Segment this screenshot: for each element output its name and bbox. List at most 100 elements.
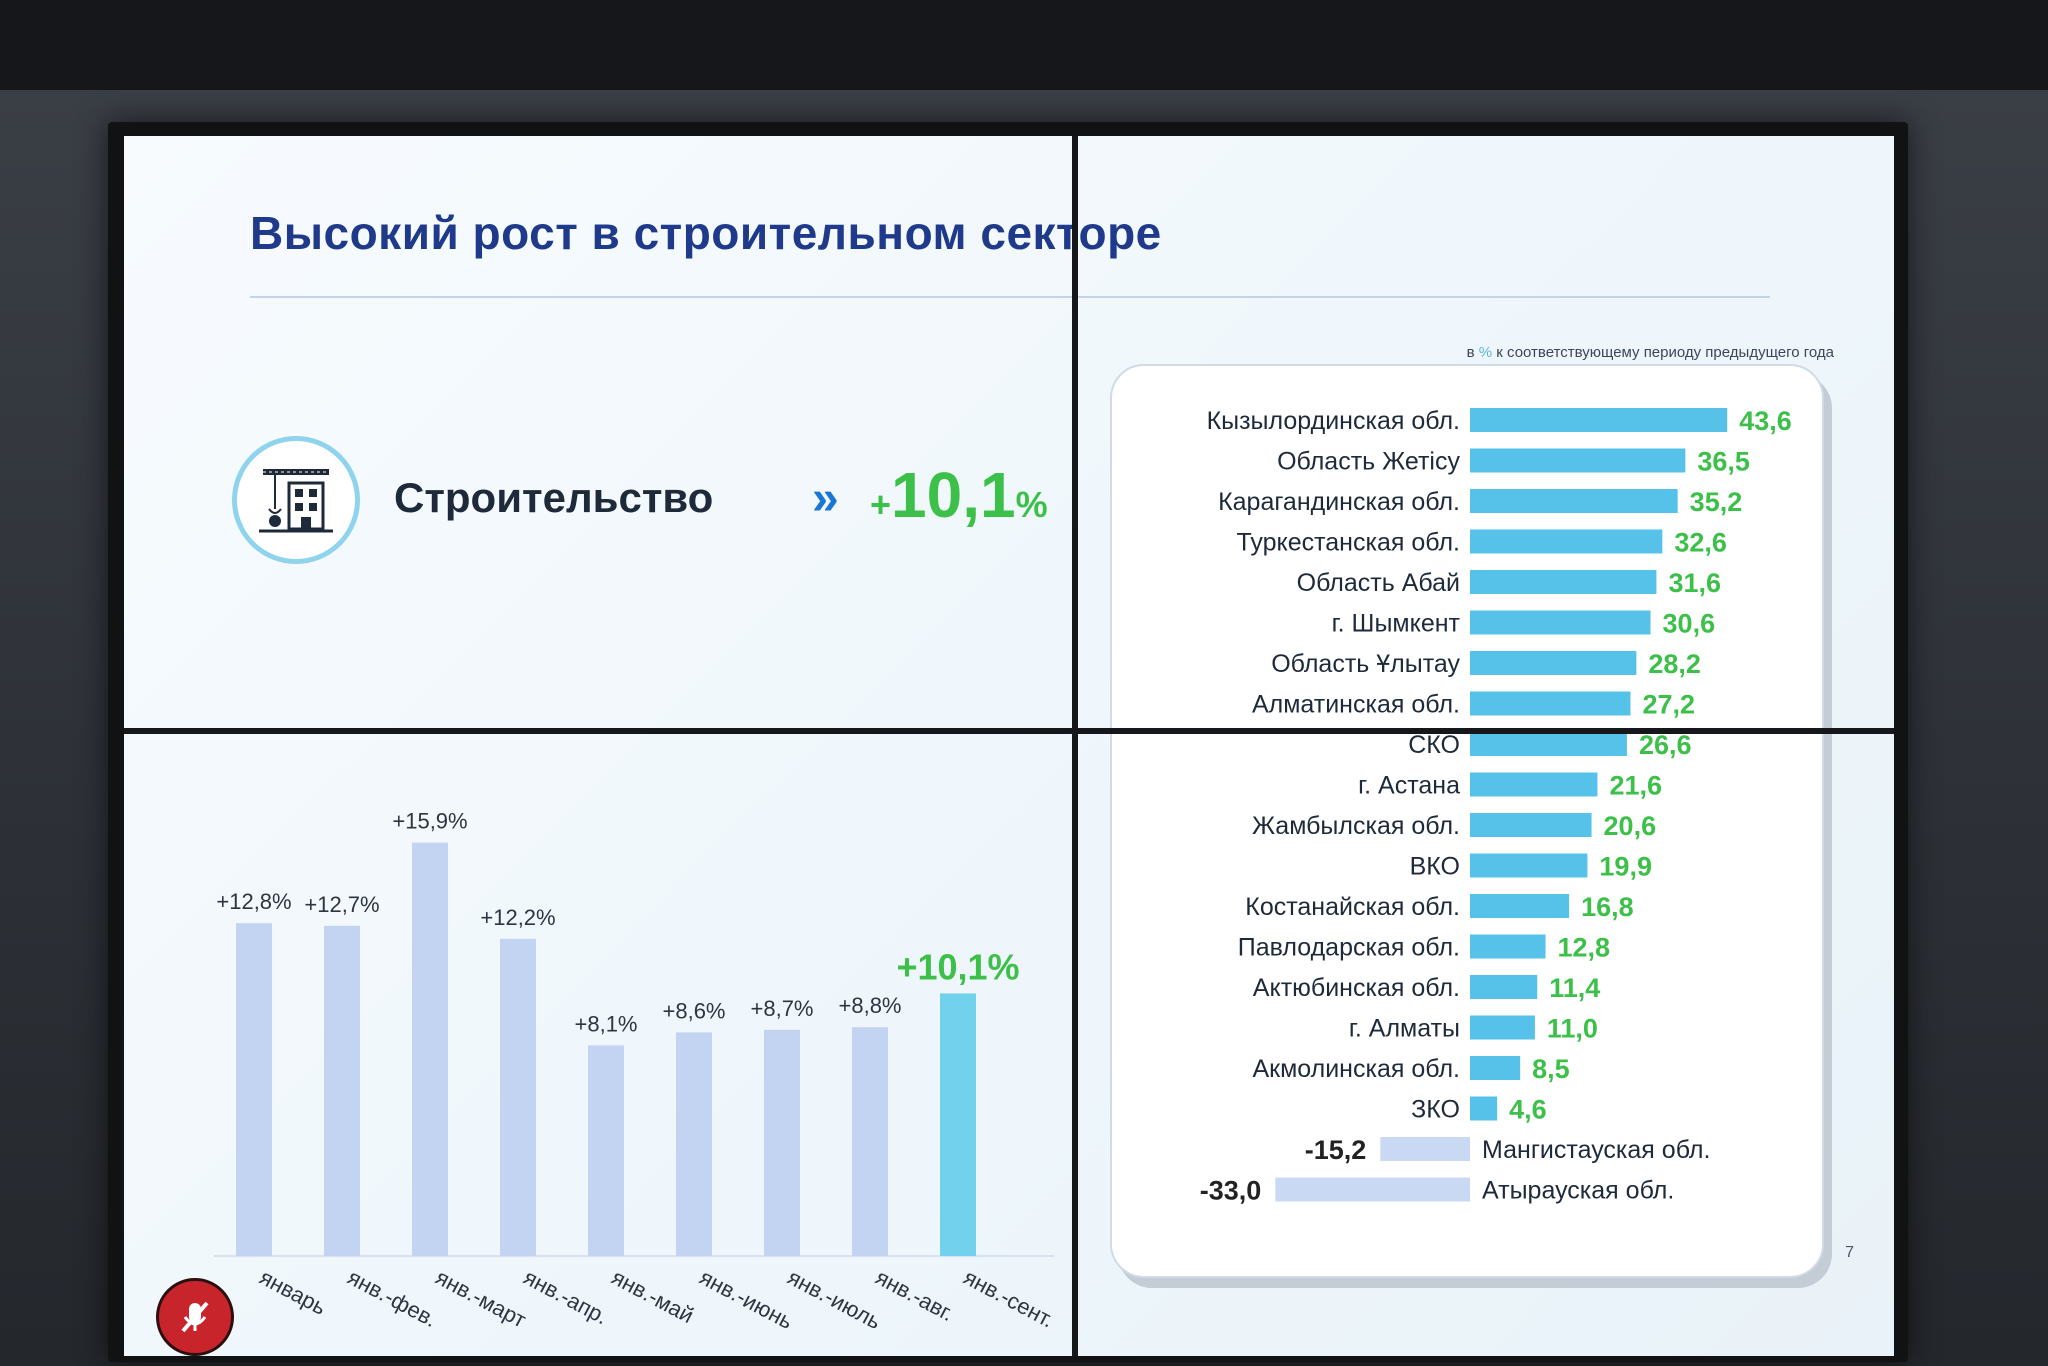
region-label-9: г. Астана [1358, 772, 1460, 800]
region-bar-10 [1470, 813, 1592, 837]
region-bar-9 [1470, 772, 1598, 797]
region-bar-3 [1470, 529, 1663, 554]
region-value-18: -15,2 [1305, 1135, 1367, 1165]
region-label-7: Алматинская обл. [1252, 691, 1460, 719]
region-value-16: 8,5 [1532, 1054, 1570, 1084]
region-label-11: ВКО [1410, 853, 1460, 881]
bar-value-label-6: +8,7% [751, 996, 814, 1021]
region-bar-0 [1470, 408, 1728, 432]
region-bar-15 [1470, 1015, 1535, 1040]
regions-panel [1110, 364, 1824, 1278]
category-label-0: январь [256, 1264, 331, 1320]
region-label-4: Область Абай [1297, 569, 1460, 597]
bar-6 [764, 1029, 800, 1256]
bar-value-label-3: +12,2% [480, 905, 555, 930]
region-value-8: 26,6 [1639, 730, 1692, 760]
region-value-2: 35,2 [1690, 487, 1743, 517]
bar-8 [940, 993, 976, 1256]
region-label-17: ЗКО [1411, 1096, 1460, 1124]
monthly-growth-chart: +12,8% январь +12,7% янв.-фев. +15,9% янв.-ма… [214, 809, 1059, 1334]
bar-7 [852, 1027, 888, 1256]
region-label-19: Атырауская обл. [1482, 1177, 1674, 1205]
region-value-4: 31,6 [1668, 568, 1721, 598]
region-bar-5 [1470, 610, 1651, 635]
region-bar-12 [1470, 894, 1570, 918]
region-value-10: 20,6 [1604, 811, 1657, 841]
region-bar-6 [1470, 651, 1637, 675]
bar-5 [676, 1032, 712, 1256]
title-divider [250, 296, 1770, 298]
region-label-0: Кызылординская обл. [1207, 407, 1460, 435]
kpi-arrows: » [812, 472, 838, 525]
kpi-number: 10,1 [891, 459, 1016, 531]
kpi-sign: + [870, 484, 892, 525]
region-label-6: Область Ұлытау [1271, 650, 1460, 678]
slide-title: Высокий рост в строительном секторе [250, 207, 1162, 259]
region-label-8: СКО [1408, 731, 1460, 759]
category-label-3: янв.-апр. [520, 1264, 613, 1329]
kpi-value: +10,1% [870, 458, 1048, 532]
region-value-14: 11,4 [1549, 973, 1600, 1003]
bar-2 [412, 842, 448, 1256]
units-note: в % к соответствующему периоду предыдуще… [1467, 344, 1834, 361]
region-value-9: 21,6 [1609, 771, 1662, 801]
region-value-17: 4,6 [1509, 1095, 1547, 1125]
bar-value-label-7: +8,8% [839, 993, 902, 1018]
region-label-13: Павлодарская обл. [1238, 934, 1460, 962]
region-bar-19 [1275, 1177, 1470, 1202]
category-label-8: янв.-сент. [960, 1264, 1059, 1332]
bar-value-label-0: +12,8% [216, 889, 291, 914]
bar-1 [324, 925, 360, 1256]
screen-seam-horizontal [124, 728, 1894, 734]
region-value-15: 11,0 [1547, 1014, 1598, 1044]
room-ceiling [0, 0, 2048, 90]
category-label-4: янв.-май [608, 1264, 698, 1328]
mic-muted-icon[interactable] [156, 1278, 234, 1356]
region-value-13: 12,8 [1558, 933, 1611, 963]
bar-0 [236, 923, 272, 1256]
region-value-12: 16,8 [1581, 892, 1634, 922]
category-label-7: янв.-авг. [872, 1264, 958, 1326]
region-label-10: Жамбылская обл. [1252, 812, 1460, 840]
kpi-label: Строительство [394, 474, 714, 521]
region-bar-18 [1380, 1137, 1470, 1161]
region-bar-16 [1470, 1056, 1521, 1080]
region-bar-13 [1470, 934, 1546, 959]
region-value-1: 36,5 [1697, 447, 1750, 477]
region-label-12: Костанайская обл. [1245, 893, 1460, 921]
category-label-2: янв.-март [432, 1264, 531, 1332]
region-label-15: г. Алматы [1349, 1015, 1460, 1043]
region-value-0: 43,6 [1739, 406, 1792, 436]
units-note-prefix: в [1466, 344, 1475, 361]
bar-value-label-5: +8,6% [663, 998, 726, 1023]
bar-value-label-2: +15,9% [392, 809, 467, 834]
bar-value-label-1: +12,7% [304, 892, 379, 917]
region-value-7: 27,2 [1642, 690, 1695, 720]
region-bar-2 [1470, 489, 1678, 513]
page-number: 7 [1845, 1244, 1854, 1261]
region-label-2: Карагандинская обл. [1218, 488, 1460, 516]
region-label-14: Актюбинская обл. [1253, 974, 1460, 1002]
region-bar-17 [1470, 1096, 1498, 1121]
regions-growth-chart: Кызылординская обл. 43,6 Область Жетісу 36,… [1200, 406, 1792, 1206]
bar-4 [588, 1045, 624, 1256]
units-note-suffix: к соответствующему периоду предыдущего г… [1496, 344, 1834, 361]
bar-value-label-8: +10,1% [896, 946, 1019, 987]
region-label-3: Туркестанская обл. [1237, 529, 1461, 557]
region-bar-8 [1470, 732, 1627, 756]
region-label-16: Акмолинская обл. [1252, 1055, 1460, 1083]
region-value-19: -33,0 [1200, 1176, 1262, 1206]
region-label-1: Область Жетісу [1277, 448, 1460, 476]
region-value-3: 32,6 [1674, 528, 1727, 558]
construction-crane-icon [232, 436, 360, 564]
kpi-unit: % [1015, 484, 1048, 525]
region-label-18: Мангистауская обл. [1482, 1136, 1710, 1164]
category-label-5: янв.-июнь [696, 1264, 797, 1334]
region-bar-4 [1470, 570, 1657, 594]
region-bar-14 [1470, 975, 1538, 999]
region-value-6: 28,2 [1648, 649, 1701, 679]
region-bar-11 [1470, 853, 1588, 878]
presentation-slide: Высокий рост в строительном секторе в % … [124, 136, 1894, 1356]
region-label-5: г. Шымкент [1332, 610, 1461, 638]
bar-3 [500, 938, 536, 1256]
